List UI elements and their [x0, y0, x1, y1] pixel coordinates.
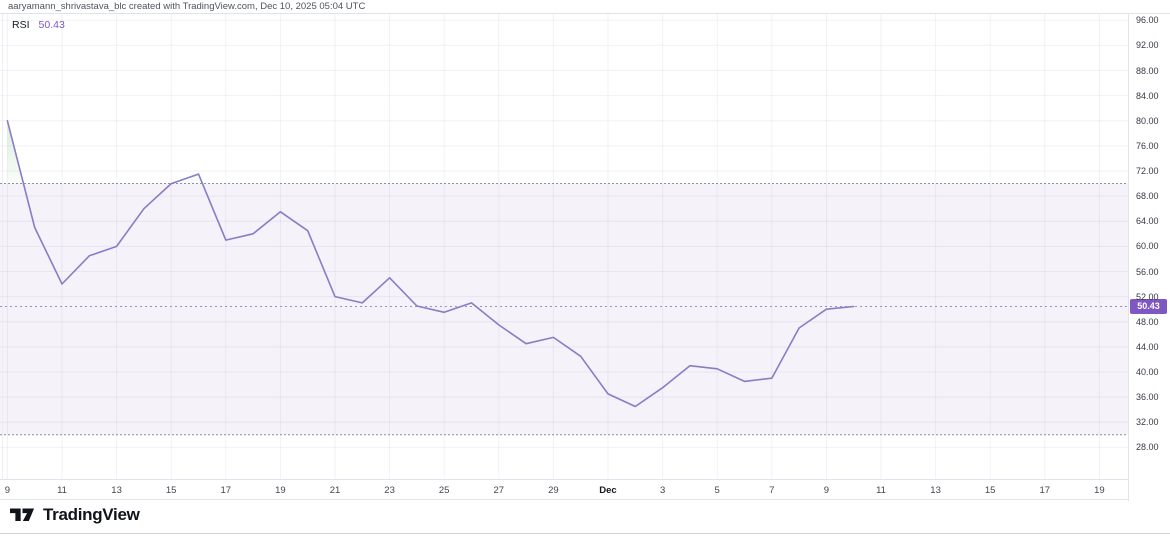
price-scale-label: 92.00	[1136, 40, 1159, 51]
price-scale-label: 52.00	[1136, 291, 1159, 302]
time-tick-label: 27	[493, 485, 505, 496]
time-tick-label: 11	[57, 485, 67, 496]
price-scale-label: 76.00	[1136, 140, 1159, 151]
rsi-plot[interactable]	[0, 14, 1128, 480]
price-badge: 50.43	[1130, 299, 1167, 314]
tradingview-logo[interactable]: TradingView	[10, 505, 140, 525]
time-tick-label: 5	[714, 485, 720, 496]
price-scale-label: 28.00	[1136, 442, 1159, 453]
price-scale-label: 84.00	[1136, 90, 1159, 101]
time-tick-label: 13	[111, 485, 122, 496]
tradingview-logo-icon	[10, 508, 35, 521]
time-tick-label: 19	[1094, 485, 1105, 496]
time-tick-label: 19	[275, 485, 286, 496]
time-tick-label: 13	[930, 485, 941, 496]
time-tick-label: 15	[984, 485, 996, 496]
price-scale-label: 72.00	[1136, 166, 1159, 176]
price-scale-label: 64.00	[1136, 216, 1159, 227]
price-scale-label: 68.00	[1136, 191, 1159, 202]
price-scale-label: 60.00	[1136, 241, 1159, 252]
rsi-pane: RSI 50.43 50.43 96.00 92.00 88.00 84.00 80.0…	[0, 13, 1170, 501]
time-tick-label: 25	[438, 485, 450, 496]
tradingview-brand-text: TradingView	[43, 505, 140, 524]
attribution-text: aaryamann_shrivastava_blc created with T…	[8, 1, 366, 12]
rsi-legend-title: RSI	[12, 19, 30, 31]
price-scale[interactable]: 50.43 96.00 92.00 88.00 84.00 80.00 76.00 72.0…	[1128, 14, 1170, 501]
price-scale-label: 88.00	[1136, 65, 1159, 76]
time-tick-label: 9	[823, 485, 830, 496]
time-tick-label: Dec	[599, 485, 617, 496]
price-scale-label: 56.00	[1136, 266, 1159, 277]
price-scale-label: 96.00	[1136, 15, 1159, 26]
price-scale-label: 32.00	[1136, 417, 1159, 428]
time-tick-label: 11	[876, 485, 886, 496]
time-tick-label: 17	[220, 485, 232, 496]
rsi-plot-canvas[interactable]	[0, 14, 1128, 479]
pane-left-border	[2, 14, 3, 479]
price-scale-label: 40.00	[1136, 367, 1159, 377]
time-tick-label: 3	[659, 485, 666, 496]
time-tick-label: 23	[384, 485, 395, 496]
price-scale-label: 48.00	[1136, 316, 1159, 327]
time-scale[interactable]: 9 11 13 15 17 19 21 23 25 27 29 Dec 3 5 7 9 11 13 15 17 19	[0, 480, 1128, 501]
rsi-legend[interactable]: RSI 50.43	[12, 19, 65, 31]
price-scale-label: 36.00	[1136, 392, 1159, 403]
time-tick-label: 9	[4, 485, 11, 496]
bottom-divider	[0, 533, 1170, 534]
price-scale-label: 44.00	[1136, 341, 1159, 352]
time-tick-label: 17	[1039, 485, 1051, 496]
time-tick-label: 21	[329, 485, 341, 496]
time-tick-label: 29	[548, 485, 559, 496]
time-tick-label: 7	[769, 485, 775, 496]
time-tick-label: 15	[165, 485, 177, 496]
price-scale-label: 80.00	[1136, 115, 1159, 126]
rsi-legend-value: 50.43	[38, 19, 65, 31]
